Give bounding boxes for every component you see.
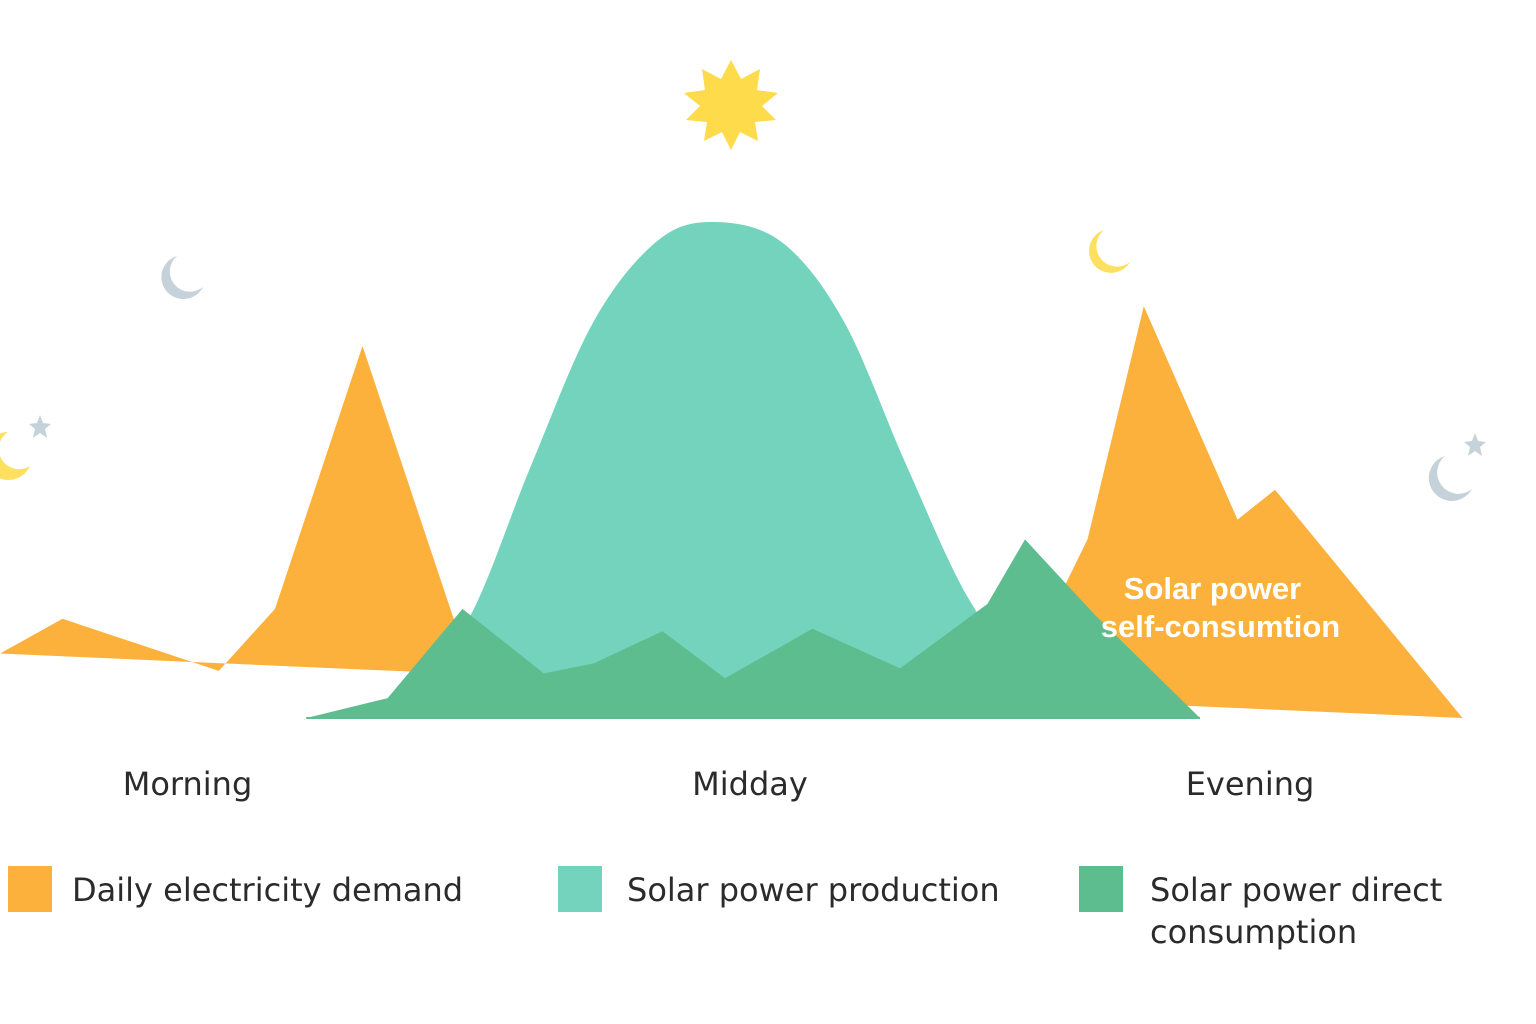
- legend-label: Daily electricity demand: [72, 871, 463, 909]
- x-tick-label: Midday: [692, 765, 808, 803]
- legend: Daily electricity demand Solar power prod…: [8, 866, 1442, 951]
- moon-icon: [161, 256, 203, 300]
- annotation-label: Solar power self-consumtion: [1101, 571, 1340, 644]
- decorations: [0, 60, 1486, 501]
- legend-swatch: [1079, 866, 1123, 912]
- series-daily-electricity-demand: [0, 306, 1463, 718]
- legend-item: Solar power direct consumption: [1079, 866, 1442, 951]
- legend-swatch: [558, 866, 602, 912]
- series-solar-power-direct-consumption: [306, 539, 1200, 718]
- legend-label-line: Solar power production: [627, 871, 1000, 909]
- moon-icon: [1089, 230, 1130, 273]
- sun-icon: [684, 60, 778, 150]
- legend-item: Solar power production: [558, 866, 1000, 912]
- legend-label-line: consumption: [1150, 913, 1357, 951]
- annotation-line: self-consumtion: [1101, 609, 1340, 644]
- x-tick-label: Morning: [123, 765, 253, 803]
- star-icon: [1464, 433, 1486, 456]
- plot-area: [0, 222, 1463, 719]
- x-tick-label: Evening: [1186, 765, 1315, 803]
- x-axis: Morning Midday Evening: [123, 765, 1315, 803]
- moon-icon: [0, 432, 30, 480]
- legend-label-line: Solar power direct: [1150, 871, 1442, 909]
- star-icon: [29, 415, 51, 438]
- legend-label-line: Daily electricity demand: [72, 871, 463, 909]
- legend-item: Daily electricity demand: [8, 866, 463, 912]
- series-solar-power-production: [306, 222, 1125, 718]
- legend-label: Solar power production: [627, 871, 1000, 909]
- legend-label: Solar power direct consumption: [1150, 871, 1442, 951]
- annotation-line: Solar power: [1124, 571, 1301, 606]
- annotations: Solar power self-consumtion: [1101, 571, 1340, 644]
- moon-icon: [1428, 456, 1472, 501]
- legend-swatch: [8, 866, 52, 912]
